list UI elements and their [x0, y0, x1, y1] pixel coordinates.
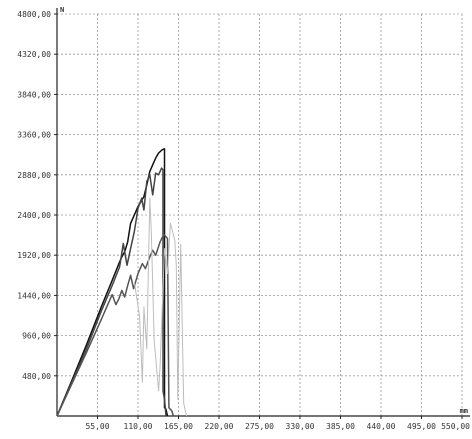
axes — [54, 8, 470, 419]
x-tick-label: 55,00 — [85, 422, 109, 431]
x-tick-label: 385,00 — [326, 422, 355, 431]
x-tick-label: 330,00 — [286, 422, 315, 431]
y-tick-label: 2880,00 — [17, 171, 51, 180]
x-axis-unit-label: mm — [460, 407, 468, 415]
x-tick-label: 550,00 — [441, 422, 470, 431]
y-tick-label: 1920,00 — [17, 251, 51, 260]
x-tick-label: 440,00 — [367, 422, 396, 431]
y-tick-label: 4800,00 — [17, 10, 51, 19]
series-line-3 — [56, 233, 175, 417]
tick-labels: 480,00 960,00 1440,00 1920,00 2400,00 2880,00… — [17, 6, 470, 431]
y-tick-label: 1440,00 — [17, 291, 51, 300]
x-tick-label: 110,00 — [124, 422, 153, 431]
y-tick-label: 3840,00 — [17, 90, 51, 99]
y-tick-label: 480,00 — [22, 372, 51, 381]
y-tick-label: 3360,00 — [17, 131, 51, 140]
x-tick-label: 165,00 — [164, 422, 193, 431]
x-tick-label: 220,00 — [205, 422, 234, 431]
y-tick-label: 2400,00 — [17, 211, 51, 220]
grid — [57, 13, 463, 416]
y-axis-unit-label: N — [60, 6, 64, 14]
x-tick-label: 275,00 — [245, 422, 274, 431]
x-tick-label: 495,00 — [407, 422, 436, 431]
series-group — [56, 148, 188, 417]
series-line-4 — [133, 197, 188, 417]
y-tick-label: 4320,00 — [17, 50, 51, 59]
y-tick-label: 960,00 — [22, 332, 51, 341]
series-line-2 — [56, 167, 167, 417]
